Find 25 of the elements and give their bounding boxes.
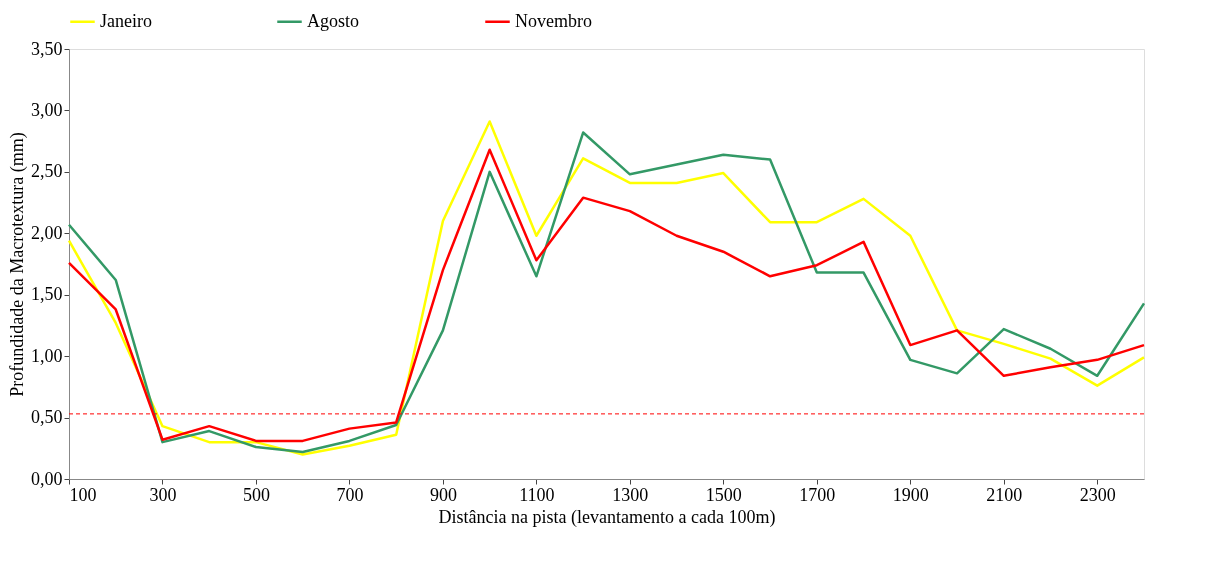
x-tick-label: 2100: [986, 484, 1023, 505]
x-tick-label: 1100: [519, 484, 555, 505]
y-tick-label: 2,50: [31, 161, 63, 182]
x-tick-label: 900: [429, 484, 457, 505]
x-tick-label: 1300: [612, 484, 649, 505]
x-tick-label: 700: [336, 484, 364, 505]
y-tick-label: 3,50: [31, 38, 63, 59]
y-tick-label: 0,00: [31, 468, 63, 489]
y-tick-label: 1,00: [31, 345, 63, 366]
y-tick-label: 1,50: [31, 284, 63, 305]
y-axis-title: Profundidade da Macrotextura (mm): [7, 132, 28, 397]
x-tick-label: 1900: [892, 484, 929, 505]
x-tick-label: 500: [242, 484, 270, 505]
x-tick-label: 300: [149, 484, 177, 505]
legend-label: Janeiro: [100, 10, 152, 31]
x-tick-label: 1700: [799, 484, 836, 505]
y-tick-label: 3,00: [31, 99, 63, 120]
x-tick-label: 1500: [705, 484, 742, 505]
y-tick-label: 0,50: [31, 407, 63, 428]
legend-label: Novembro: [515, 10, 592, 31]
y-tick-label: 2,00: [31, 222, 63, 243]
x-tick-label: 2300: [1079, 484, 1116, 505]
x-axis-title: Distância na pista (levantamento a cada 100m): [438, 506, 776, 528]
x-tick-label: 100: [69, 484, 97, 505]
legend-label: Agosto: [307, 10, 360, 31]
